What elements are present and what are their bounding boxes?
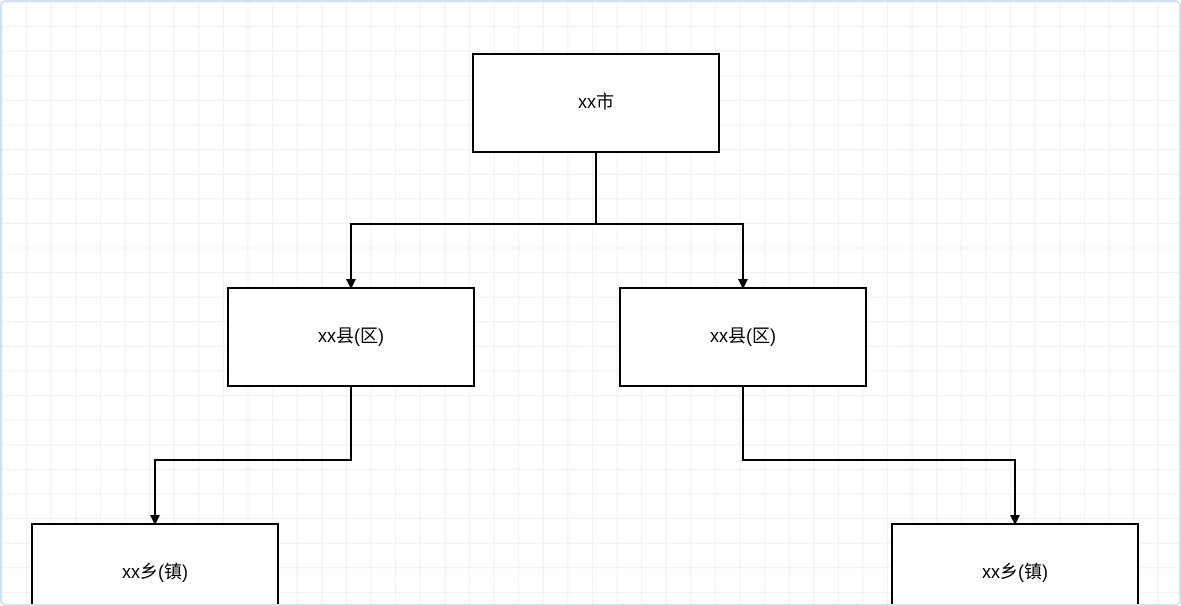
node-label: xx县(区) (710, 326, 776, 346)
node-county_r[interactable]: xx县(区) (620, 288, 866, 386)
node-city[interactable]: xx市 (473, 54, 719, 152)
node-county_l[interactable]: xx县(区) (228, 288, 474, 386)
node-label: xx乡(镇) (122, 562, 188, 582)
node-label: xx县(区) (318, 326, 384, 346)
node-label: xx市 (578, 92, 614, 112)
node-label: xx乡(镇) (982, 562, 1048, 582)
diagram-svg: xx市 xx县(区) xx县(区) xx乡(镇) xx乡(镇) (2, 2, 1181, 606)
node-town_l[interactable]: xx乡(镇) (32, 524, 278, 606)
node-town_r[interactable]: xx乡(镇) (892, 524, 1138, 606)
diagram-canvas: xx市 xx县(区) xx县(区) xx乡(镇) xx乡(镇) (0, 0, 1181, 606)
